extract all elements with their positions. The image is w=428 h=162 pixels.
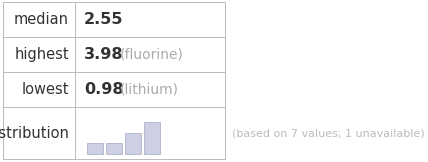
Text: (lithium): (lithium) xyxy=(120,82,179,97)
Bar xyxy=(87,143,103,154)
Bar xyxy=(125,133,141,154)
Text: 2.55: 2.55 xyxy=(84,12,124,27)
Text: (based on 7 values; 1 unavailable): (based on 7 values; 1 unavailable) xyxy=(232,128,425,138)
Bar xyxy=(144,122,160,154)
Text: 0.98: 0.98 xyxy=(84,82,124,97)
Text: 3.98: 3.98 xyxy=(84,47,124,62)
Text: highest: highest xyxy=(15,47,69,62)
Text: distribution: distribution xyxy=(0,126,69,140)
Text: (fluorine): (fluorine) xyxy=(120,47,184,62)
Bar xyxy=(106,143,122,154)
Text: median: median xyxy=(14,12,69,27)
Text: lowest: lowest xyxy=(21,82,69,97)
